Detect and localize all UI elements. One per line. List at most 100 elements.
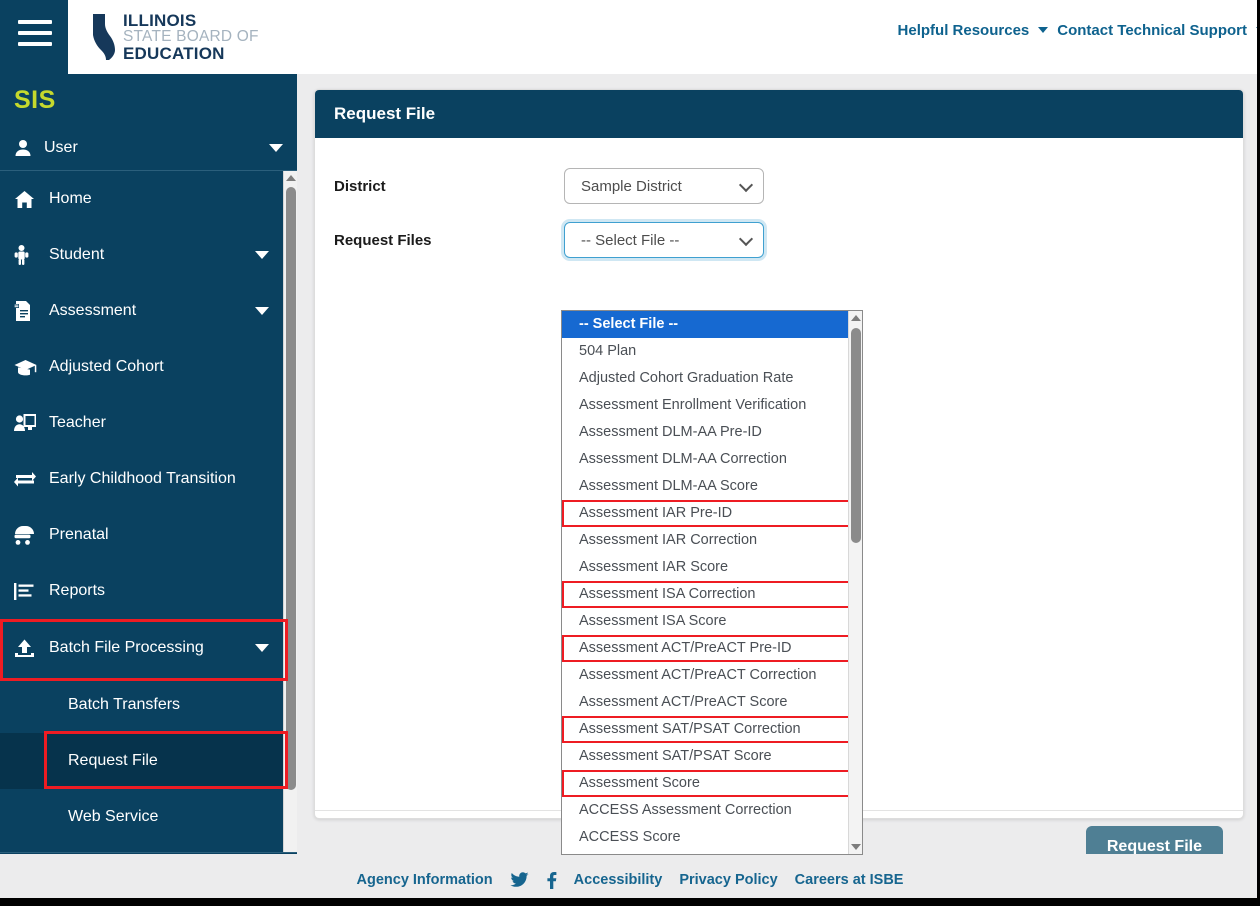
sidebar-item-reports-label: Reports — [49, 582, 106, 599]
chevron-down-icon — [738, 231, 754, 247]
footer-link-privacy-policy[interactable]: Privacy Policy — [679, 872, 778, 888]
stroller-icon — [14, 525, 40, 545]
illinois-state-shape-icon — [93, 14, 115, 60]
form-row-request-files: Request Files -- Select File -- — [315, 222, 1243, 258]
dropdown-scroll-up-arrow-icon[interactable] — [849, 311, 862, 325]
sidebar-item-home[interactable]: Home — [0, 171, 283, 227]
dropdown-option[interactable]: Assessment ACT/PreACT Correction — [579, 667, 817, 683]
sidebar-item-assessment[interactable]: Assessment — [0, 283, 283, 339]
district-select[interactable]: Sample District — [564, 168, 764, 204]
district-label: District — [334, 177, 386, 195]
sidebar-item-prenatal[interactable]: Prenatal — [0, 507, 283, 563]
sidebar-scrollbar-thumb[interactable] — [286, 187, 296, 790]
left-sidebar: SIS User Home Student — [0, 74, 297, 906]
request-files-dropdown-list[interactable]: -- Select File -- 504 Plan Adjusted Cohort… — [561, 310, 863, 855]
dropdown-option[interactable]: Assessment DLM-AA Score — [562, 473, 850, 527]
dropdown-option[interactable]: -- Select File -- — [562, 311, 850, 338]
logo-line-state-board: STATE BOARD OF — [123, 28, 259, 46]
sidebar-subitem-batch-transfers[interactable]: Batch Transfers — [0, 677, 283, 733]
dropdown-option[interactable]: Assessment ACT/PreACT Pre-ID — [579, 640, 792, 656]
twitter-icon[interactable] — [510, 872, 529, 888]
dropdown-option[interactable]: Assessment Score — [579, 775, 700, 791]
sidebar-item-reports[interactable]: Reports — [0, 563, 283, 619]
header-nav: Helpful Resources Contact Technical Supp… — [898, 22, 1260, 39]
dropdown-scroll-down-arrow-icon[interactable] — [849, 840, 862, 854]
request-files-select[interactable]: -- Select File -- — [564, 222, 764, 258]
sidebar-item-user-label: User — [44, 139, 78, 156]
window-right-edge — [1257, 0, 1260, 906]
dropdown-option[interactable]: Assessment Enrollment Verification — [579, 397, 807, 413]
dropdown-option[interactable]: Assessment IAR Pre-ID — [579, 505, 733, 521]
dropdown-option[interactable]: Assessment ACT/PreACT Score — [562, 689, 850, 743]
footer-link-agency-information[interactable]: Agency Information — [356, 872, 493, 888]
upload-icon — [14, 639, 40, 658]
sidebar-subitem-web-service-label: Web Service — [68, 808, 159, 825]
chevron-down-icon[interactable] — [255, 307, 269, 315]
dropdown-option[interactable]: Assessment ISA Correction — [579, 586, 756, 602]
form-row-district: District Sample District — [315, 168, 1243, 204]
sidebar-item-home-label: Home — [49, 190, 92, 207]
district-select-value: Sample District — [581, 177, 682, 195]
chevron-down-icon[interactable] — [255, 644, 269, 652]
main-content-area: Request File District Sample District Re… — [297, 74, 1260, 906]
card-body: District Sample District Request Files -… — [315, 138, 1243, 868]
dropdown-options: -- Select File -- 504 Plan Adjusted Cohort… — [562, 311, 850, 851]
chevron-down-icon[interactable] — [269, 144, 283, 152]
sidebar-item-student[interactable]: Student — [0, 227, 283, 283]
facebook-icon[interactable] — [546, 871, 557, 889]
card-header: Request File — [315, 90, 1243, 138]
dropdown-option[interactable]: Adjusted Cohort Graduation Rate — [579, 370, 794, 386]
footer-link-careers-at-isbe[interactable]: Careers at ISBE — [794, 872, 904, 888]
nav-contact-technical-support[interactable]: Contact Technical Support — [1057, 22, 1247, 39]
window-bottom-edge — [0, 898, 1260, 906]
dropdown-option[interactable]: Assessment DLM-AA Pre-ID — [579, 424, 762, 440]
dropdown-option[interactable]: ACCESS Assessment Correction — [579, 802, 792, 818]
reports-icon — [14, 582, 40, 601]
nav-helpful-resources[interactable]: Helpful Resources — [897, 22, 1030, 39]
dropdown-option[interactable]: Assessment IAR Score — [562, 554, 850, 608]
dropdown-option[interactable]: Assessment IAR Correction — [579, 532, 758, 548]
sidebar-subitem-batch-transfers-label: Batch Transfers — [68, 696, 181, 713]
dropdown-option[interactable]: Assessment DLM-AA Correction — [579, 451, 787, 467]
sidebar-subitem-request-file[interactable]: Request File — [0, 733, 283, 789]
chevron-down-icon[interactable] — [255, 251, 269, 259]
sidebar-scrollbar-track[interactable] — [283, 171, 297, 906]
sidebar-item-user[interactable]: User — [0, 126, 297, 170]
sidebar-item-assessment-label: Assessment — [49, 302, 137, 319]
sidebar-subitem-web-service[interactable]: Web Service — [0, 789, 283, 845]
chevron-down-icon[interactable] — [1038, 26, 1049, 33]
sidebar-item-early-childhood-transition[interactable]: Early Childhood Transition — [0, 451, 283, 507]
sidebar-nav-scroll-area: Home Student Assessment Ad — [0, 171, 283, 906]
dropdown-option[interactable]: Assessment ISA Score — [562, 608, 850, 662]
home-icon — [14, 190, 40, 209]
dropdown-option[interactable]: 504 Plan — [579, 343, 637, 359]
request-files-label: Request Files — [334, 231, 432, 249]
dropdown-option[interactable]: Assessment SAT/PSAT Correction — [579, 721, 801, 737]
dropdown-option[interactable]: ACCESS Score — [579, 829, 681, 845]
hamburger-menu-icon[interactable] — [18, 20, 52, 52]
dropdown-option[interactable]: Assessment SAT/PSAT Score — [562, 743, 850, 797]
header-sidebar-corner — [0, 0, 68, 74]
sidebar-item-adjusted-cohort[interactable]: Adjusted Cohort — [0, 339, 283, 395]
logo-line-illinois: ILLINOIS — [123, 10, 197, 30]
dropdown-scrollbar-track[interactable] — [848, 311, 862, 854]
top-header-bar: ILLINOIS STATE BOARD OF EDUCATION Helpfu… — [0, 0, 1260, 74]
sidebar-item-student-label: Student — [49, 246, 105, 263]
sidebar-app-title: SIS — [14, 86, 56, 114]
sidebar-item-batch-file-processing[interactable]: Batch File Processing — [0, 619, 283, 677]
scroll-up-arrow-icon[interactable] — [284, 171, 297, 185]
transfer-arrows-icon — [14, 470, 40, 488]
sidebar-item-batch-file-processing-label: Batch File Processing — [49, 639, 204, 656]
dropdown-scrollbar-thumb[interactable] — [851, 328, 861, 543]
teacher-icon — [14, 414, 40, 432]
logo-line-education: EDUCATION — [123, 43, 225, 63]
page-footer: Agency Information Accessibility Privacy… — [0, 854, 1260, 906]
graduation-cap-icon — [14, 359, 40, 376]
sidebar-item-early-childhood-transition-label: Early Childhood Transition — [49, 470, 236, 487]
footer-link-accessibility[interactable]: Accessibility — [573, 872, 663, 888]
sidebar-item-teacher-label: Teacher — [49, 414, 106, 431]
sidebar-item-adjusted-cohort-label: Adjusted Cohort — [49, 358, 164, 375]
sidebar-item-teacher[interactable]: Teacher — [0, 395, 283, 451]
isbe-logo: ILLINOIS STATE BOARD OF EDUCATION — [90, 10, 259, 63]
